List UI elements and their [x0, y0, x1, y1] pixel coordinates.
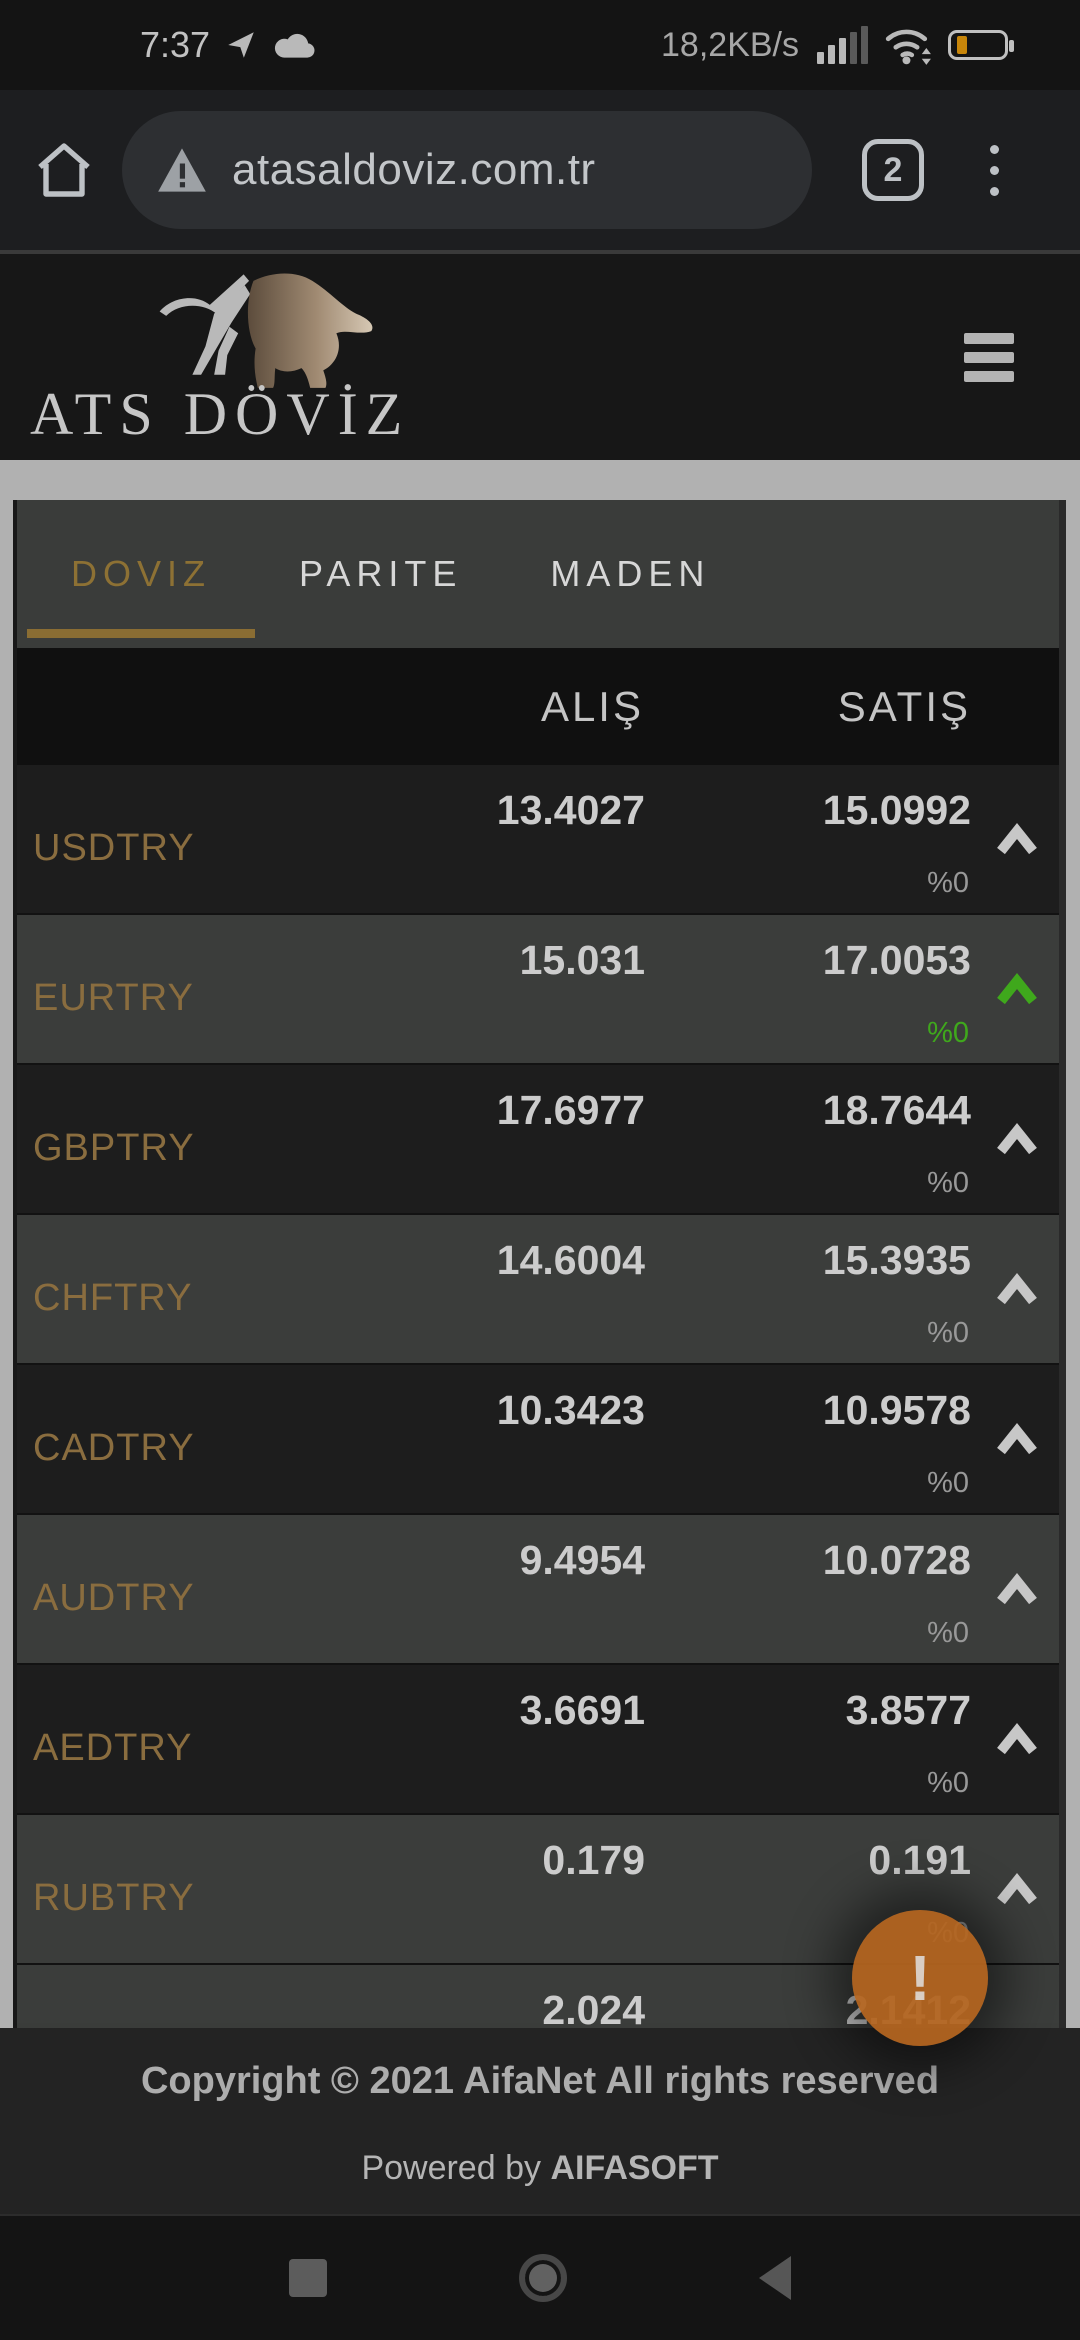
tab-maden[interactable]: MADEN [550, 553, 711, 594]
buy-value: 3.6691 [519, 1687, 645, 1733]
rate-row[interactable]: 10.3423 10.9578 CADTRY %0 [17, 1365, 1059, 1515]
site-logo[interactable]: ATS DÖVİZ [30, 270, 410, 444]
change-percent: %0 [927, 1017, 969, 1049]
network-speed: 18,2KB/s [661, 25, 799, 64]
bull-logo-icon [159, 273, 373, 388]
sell-value: 3.8577 [845, 1687, 971, 1733]
signal-strength-icon [817, 26, 868, 64]
rate-row[interactable]: 3.6691 3.8577 AEDTRY %0 [17, 1665, 1059, 1815]
change-percent: %0 [927, 1767, 969, 1799]
change-percent: %0 [927, 1617, 969, 1649]
buy-value: 10.3423 [496, 1387, 645, 1433]
rates-table: 13.4027 15.0992 USDTRY %0 15.031 17.0053… [17, 765, 1059, 2028]
chevron-up-icon[interactable] [995, 1273, 1039, 1307]
rate-row[interactable]: 17.6977 18.7644 GBPTRY %0 [17, 1065, 1059, 1215]
aifasoft-brand: AIFASOFT [550, 2149, 719, 2187]
browser-menu-button[interactable] [982, 137, 1007, 204]
column-header-sell: SATIŞ [837, 682, 971, 730]
wifi-icon [885, 29, 931, 65]
buy-value: 0.179 [542, 1837, 645, 1883]
currency-pair-label: AUDTRY [33, 1577, 195, 1619]
sell-value: 18.7644 [822, 1087, 971, 1133]
site-header: ATS DÖVİZ [0, 250, 1080, 460]
chevron-up-icon[interactable] [995, 973, 1039, 1007]
home-nav-button[interactable] [519, 2254, 567, 2302]
buy-value: 14.6004 [496, 1237, 645, 1283]
sell-value: 15.3935 [822, 1237, 971, 1283]
currency-pair-label: GBPTRY [33, 1127, 195, 1169]
android-nav-bar [0, 2214, 1080, 2340]
url-text[interactable]: atasaldoviz.com.tr [232, 145, 596, 194]
currency-pair-label: EURTRY [33, 977, 194, 1019]
tab-switcher-button[interactable]: 2 [862, 139, 924, 201]
chevron-up-icon[interactable] [995, 1723, 1039, 1757]
currency-pair-label: AEDTRY [33, 1727, 193, 1769]
buy-value: 17.6977 [496, 1087, 645, 1133]
tab-doviz[interactable]: DOVIZ [27, 500, 256, 648]
buy-value: 9.4954 [519, 1537, 645, 1583]
chevron-up-icon[interactable] [995, 1873, 1039, 1907]
chevron-up-icon[interactable] [995, 1123, 1039, 1157]
alert-fab-button[interactable]: ! [852, 1910, 988, 2046]
status-bar: 7:37 18,2KB/s 15 [0, 0, 1080, 157]
rate-row[interactable]: 13.4027 15.0992 USDTRY %0 [17, 765, 1059, 915]
location-send-icon [228, 32, 254, 58]
sell-value: 10.0728 [822, 1537, 971, 1583]
security-warning-icon[interactable] [156, 146, 208, 194]
battery-level-fill [957, 36, 967, 54]
currency-pair-label: CHFTRY [33, 1277, 193, 1319]
rates-panel: DOVIZ PARITE MADEN ALIŞ SATIŞ 13.4027 15.0… [13, 500, 1066, 2028]
tab-parite[interactable]: PARITE [299, 553, 463, 594]
copyright-text: Copyright © 2021 AifaNet All rights rese… [140, 2060, 940, 2102]
change-percent: %0 [927, 867, 969, 899]
column-header-buy: ALIŞ [540, 682, 644, 730]
sell-value: 0.191 [868, 1837, 971, 1883]
category-tabs: DOVIZ PARITE MADEN [17, 500, 1059, 648]
currency-pair-label: RUBTRY [33, 1877, 195, 1919]
chevron-up-icon[interactable] [995, 1423, 1039, 1457]
back-button[interactable] [759, 2256, 791, 2300]
currency-pair-label: CADTRY [33, 1427, 195, 1469]
chevron-up-icon[interactable] [995, 823, 1039, 857]
battery-icon: 15 [891, 30, 1014, 157]
buy-value: 2.024 [542, 1987, 645, 2028]
buy-value: 13.4027 [496, 787, 645, 833]
rate-row[interactable]: 9.4954 10.0728 AUDTRY %0 [17, 1515, 1059, 1665]
menu-toggle-button[interactable] [958, 327, 1020, 388]
brand-name: ATS DÖVİZ [30, 381, 411, 447]
chevron-up-icon[interactable] [995, 1573, 1039, 1607]
page-background: DOVIZ PARITE MADEN ALIŞ SATIŞ 13.4027 15.0… [0, 460, 1080, 2028]
change-percent: %0 [927, 1317, 969, 1349]
currency-pair-label: USDTRY [33, 827, 195, 869]
powered-by-text: Powered by AIFASOFT [361, 2149, 719, 2187]
address-bar[interactable]: atasaldoviz.com.tr [122, 111, 812, 229]
sell-value: 17.0053 [822, 937, 971, 983]
change-percent: %0 [927, 1467, 969, 1499]
table-header: ALIŞ SATIŞ [17, 648, 1059, 765]
home-button[interactable] [28, 134, 100, 206]
recents-button[interactable] [289, 2259, 327, 2297]
cloud-icon [274, 33, 315, 58]
clock: 7:37 [140, 24, 211, 65]
site-footer: Copyright © 2021 AifaNet All rights rese… [0, 2028, 1080, 2214]
rate-row[interactable]: 15.031 17.0053 EURTRY %0 [17, 915, 1059, 1065]
browser-toolbar: atasaldoviz.com.tr 2 [0, 90, 1080, 250]
buy-value: 15.031 [519, 937, 645, 983]
sell-value: 15.0992 [822, 787, 971, 833]
tab-count: 2 [883, 150, 903, 189]
exclamation-icon: ! [909, 1942, 931, 2014]
change-percent: %0 [927, 1167, 969, 1199]
sell-value: 10.9578 [822, 1387, 971, 1433]
rate-row[interactable]: 14.6004 15.3935 CHFTRY %0 [17, 1215, 1059, 1365]
